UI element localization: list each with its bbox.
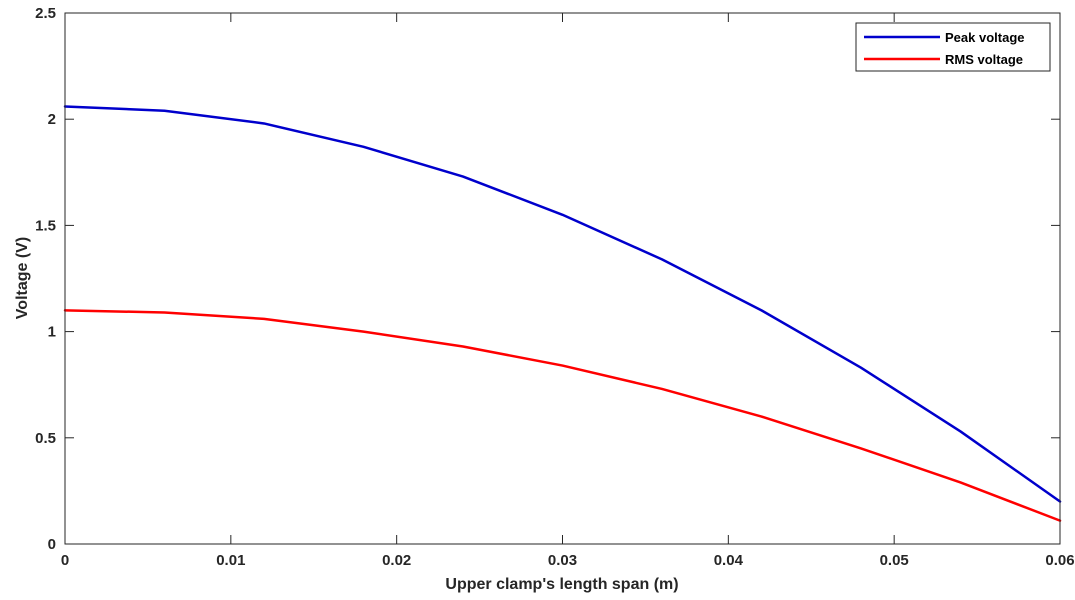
data-point-peak-voltage [760, 309, 763, 312]
data-point-peak-voltage [860, 366, 862, 369]
x-tick-label: 0.01 [216, 552, 245, 569]
data-point-rms-voltage [561, 364, 564, 367]
data-point-rms-voltage [362, 330, 365, 333]
y-tick-label: 1.5 [35, 217, 56, 234]
data-point-rms-voltage [760, 415, 763, 418]
y-tick-label: 2 [48, 111, 56, 128]
x-tick-label: 0 [61, 552, 69, 569]
data-point-rms-voltage [661, 388, 663, 390]
data-point-peak-voltage [362, 146, 365, 148]
y-tick-label: 2.5 [35, 5, 56, 22]
x-tick-label: 0.04 [714, 552, 744, 569]
tick-layer: 0 0.01 0.02 0.03 0.04 0.05 0.06 0 0.5 1 1.5 2 2.5 [35, 5, 1074, 569]
legend-label-rms-voltage: RMS voltage [945, 52, 1023, 67]
data-point-rms-voltage [959, 481, 962, 484]
data-point-peak-voltage [561, 213, 564, 216]
x-tick-label: 0.06 [1045, 552, 1074, 569]
data-point-rms-voltage [263, 318, 265, 320]
y-axis-label: Voltage (V) [14, 237, 31, 319]
x-tick-label: 0.02 [382, 552, 411, 569]
data-point-rms-voltage [860, 447, 862, 450]
plot-area [65, 13, 1060, 544]
y-tick-label: 0.5 [35, 430, 56, 447]
series-layer [63, 105, 1062, 522]
legend: Peak voltage RMS voltage [855, 22, 1051, 72]
data-point-rms-voltage [462, 345, 464, 348]
legend-box [855, 22, 1051, 72]
data-point-peak-voltage [959, 430, 962, 433]
legend-label-peak-voltage: Peak voltage [945, 30, 1025, 45]
data-point-peak-voltage [661, 258, 663, 261]
data-point-peak-voltage [163, 109, 166, 112]
data-point-rms-voltage [163, 311, 166, 314]
x-tick-label: 0.05 [880, 552, 909, 569]
y-tick-label: 1 [48, 324, 56, 341]
data-point-peak-voltage [462, 175, 464, 178]
x-axis-label: Upper clamp's length span (m) [445, 576, 678, 593]
data-point-peak-voltage [263, 122, 265, 125]
y-tick-label: 0 [48, 536, 56, 553]
x-tick-label: 0.03 [548, 552, 577, 569]
